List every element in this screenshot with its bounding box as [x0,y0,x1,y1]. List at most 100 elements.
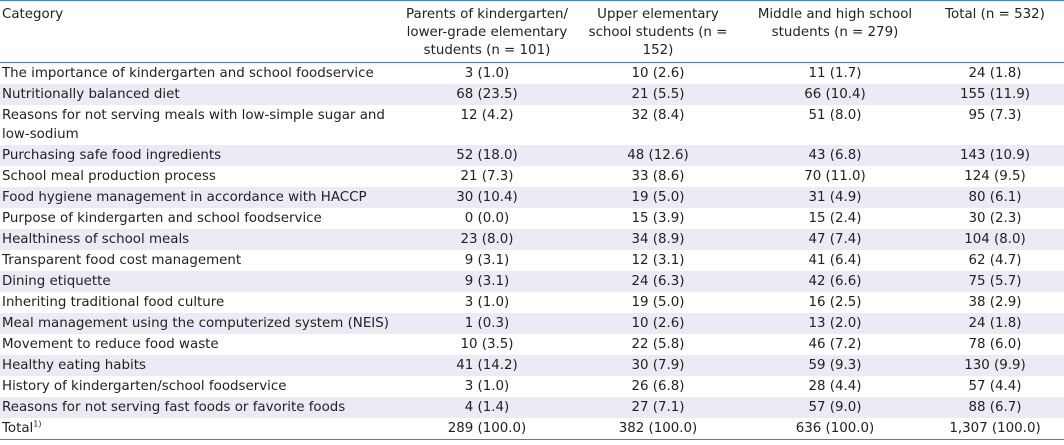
table-row: Food hygiene management in accordance wi… [0,187,1064,208]
cell-total: 155 (11.9) [959,87,1031,102]
table-row: History of kindergarten/school foodservi… [0,376,1064,397]
table-row: Inheriting traditional food culture 3 (1.… [0,292,1064,313]
footnote-mark: 1) [33,419,42,429]
cell-middle-high: 70 (11.0) [804,169,866,184]
cell-category: Nutritionally balanced diet [2,87,180,102]
cell-total: 62 (4.7) [968,253,1022,268]
cell-upper-elementary: 27 (7.1) [631,400,685,415]
table-row: Movement to reduce food waste 10 (3.5) 22 … [0,334,1064,355]
cell-total: 75 (5.7) [968,274,1022,289]
cell-upper-elementary: 12 (3.1) [631,253,685,268]
table-row: School meal production process 21 (7.3) 33… [0,166,1064,187]
cell-kindergarten-parents: 41 (14.2) [456,358,518,373]
cell-kindergarten-parents: 3 (1.0) [464,295,510,310]
cell-upper-elementary: 10 (2.6) [631,66,685,81]
total-row: Total1) 289 (100.0) 382 (100.0) 636 (100.0)… [0,418,1064,440]
total-cell-total: 1,307 (100.0) [949,421,1041,436]
cell-upper-elementary: 33 (8.6) [631,169,685,184]
table-row: Reasons for not serving meals with low-s… [0,105,1064,145]
total-label: Total [2,421,34,436]
cell-kindergarten-parents: 68 (23.5) [456,87,518,102]
cell-category: Healthiness of school meals [2,232,190,247]
table-row: Transparent food cost management 9 (3.1) 1… [0,250,1064,271]
cell-kindergarten-parents: 0 (0.0) [464,211,510,226]
cell-middle-high: 28 (4.4) [808,379,862,394]
cell-category: School meal production process [2,169,216,184]
cell-middle-high: 13 (2.0) [808,316,862,331]
cell-category: Inheriting traditional food culture [2,295,225,310]
cell-total: 130 (9.9) [964,358,1026,373]
cell-category: Food hygiene management in accordance wi… [2,190,367,205]
cell-category: Purchasing safe food ingredients [2,148,222,163]
cell-middle-high: 66 (10.4) [804,87,866,102]
cell-total: 24 (1.8) [968,316,1022,331]
cell-category: Reasons for not serving fast foods or fa… [2,400,346,415]
cell-category: Movement to reduce food waste [2,337,219,352]
cell-kindergarten-parents: 3 (1.0) [464,379,510,394]
table-row: Healthy eating habits 41 (14.2) 30 (7.9) 59… [0,355,1064,376]
cell-kindergarten-parents: 10 (3.5) [460,337,514,352]
total-cell-upper-elementary: 382 (100.0) [618,421,698,436]
cell-kindergarten-parents: 3 (1.0) [464,66,510,81]
header-row: Category Parents of kindergarten/ lower-… [0,0,1064,63]
cell-category: Reasons for not serving meals with low-s… [2,108,385,142]
cell-upper-elementary: 22 (5.8) [631,337,685,352]
cell-total: 24 (1.8) [968,66,1022,81]
header-total: Total (n = 532) [945,7,1045,22]
table-row: The importance of kindergarten and schoo… [0,63,1064,85]
cell-middle-high: 51 (8.0) [808,108,862,123]
header-category: Category [2,7,64,22]
cell-category: History of kindergarten/school foodservi… [2,379,287,394]
table-row: Purpose of kindergarten and school foods… [0,208,1064,229]
cell-total: 124 (9.5) [964,169,1026,184]
cell-total: 30 (2.3) [968,211,1022,226]
header-kindergarten-parents: Parents of kindergarten/ lower-grade ele… [406,7,568,58]
cell-total: 143 (10.9) [959,148,1031,163]
cell-upper-elementary: 10 (2.6) [631,316,685,331]
cell-upper-elementary: 15 (3.9) [631,211,685,226]
cell-total: 80 (6.1) [968,190,1022,205]
cell-upper-elementary: 24 (6.3) [631,274,685,289]
cell-total: 88 (6.7) [968,400,1022,415]
table-row: Purchasing safe food ingredients 52 (18.0… [0,145,1064,166]
total-cell-middle-high: 636 (100.0) [795,421,875,436]
cell-category: Meal management using the computerized s… [2,316,389,331]
cell-kindergarten-parents: 9 (3.1) [464,253,510,268]
cell-upper-elementary: 19 (5.0) [631,295,685,310]
cell-middle-high: 47 (7.4) [808,232,862,247]
total-cell-kindergarten-parents: 289 (100.0) [447,421,527,436]
cell-upper-elementary: 34 (8.9) [631,232,685,247]
cell-category: Healthy eating habits [2,358,146,373]
cell-upper-elementary: 32 (8.4) [631,108,685,123]
cell-middle-high: 46 (7.2) [808,337,862,352]
cell-middle-high: 41 (6.4) [808,253,862,268]
cell-middle-high: 31 (4.9) [808,190,862,205]
cell-upper-elementary: 21 (5.5) [631,87,685,102]
cell-middle-high: 11 (1.7) [808,66,862,81]
total-cell-category: Total1) [0,418,402,440]
cell-total: 57 (4.4) [968,379,1022,394]
header-middle-high: Middle and high school students (n = 279… [757,7,913,40]
cell-middle-high: 57 (9.0) [808,400,862,415]
cell-upper-elementary: 26 (6.8) [631,379,685,394]
cell-kindergarten-parents: 30 (10.4) [456,190,518,205]
cell-upper-elementary: 30 (7.9) [631,358,685,373]
table-row: Nutritionally balanced diet 68 (23.5) 21 (… [0,84,1064,105]
cell-middle-high: 42 (6.6) [808,274,862,289]
table-row: Dining etiquette 9 (3.1) 24 (6.3) 42 (6.6) 7… [0,271,1064,292]
cell-middle-high: 59 (9.3) [808,358,862,373]
header-upper-elementary: Upper elementary school students (n = 15… [588,7,728,58]
table-row: Healthiness of school meals 23 (8.0) 34 (8… [0,229,1064,250]
cell-kindergarten-parents: 4 (1.4) [464,400,510,415]
cell-middle-high: 16 (2.5) [808,295,862,310]
cell-category: Transparent food cost management [2,253,242,268]
cell-total: 104 (8.0) [964,232,1026,247]
cell-kindergarten-parents: 1 (0.3) [464,316,510,331]
cell-middle-high: 15 (2.4) [808,211,862,226]
cell-total: 38 (2.9) [968,295,1022,310]
cell-kindergarten-parents: 21 (7.3) [460,169,514,184]
cell-kindergarten-parents: 9 (3.1) [464,274,510,289]
cell-category: Purpose of kindergarten and school foods… [2,211,322,226]
cell-total: 95 (7.3) [968,108,1022,123]
cell-middle-high: 43 (6.8) [808,148,862,163]
